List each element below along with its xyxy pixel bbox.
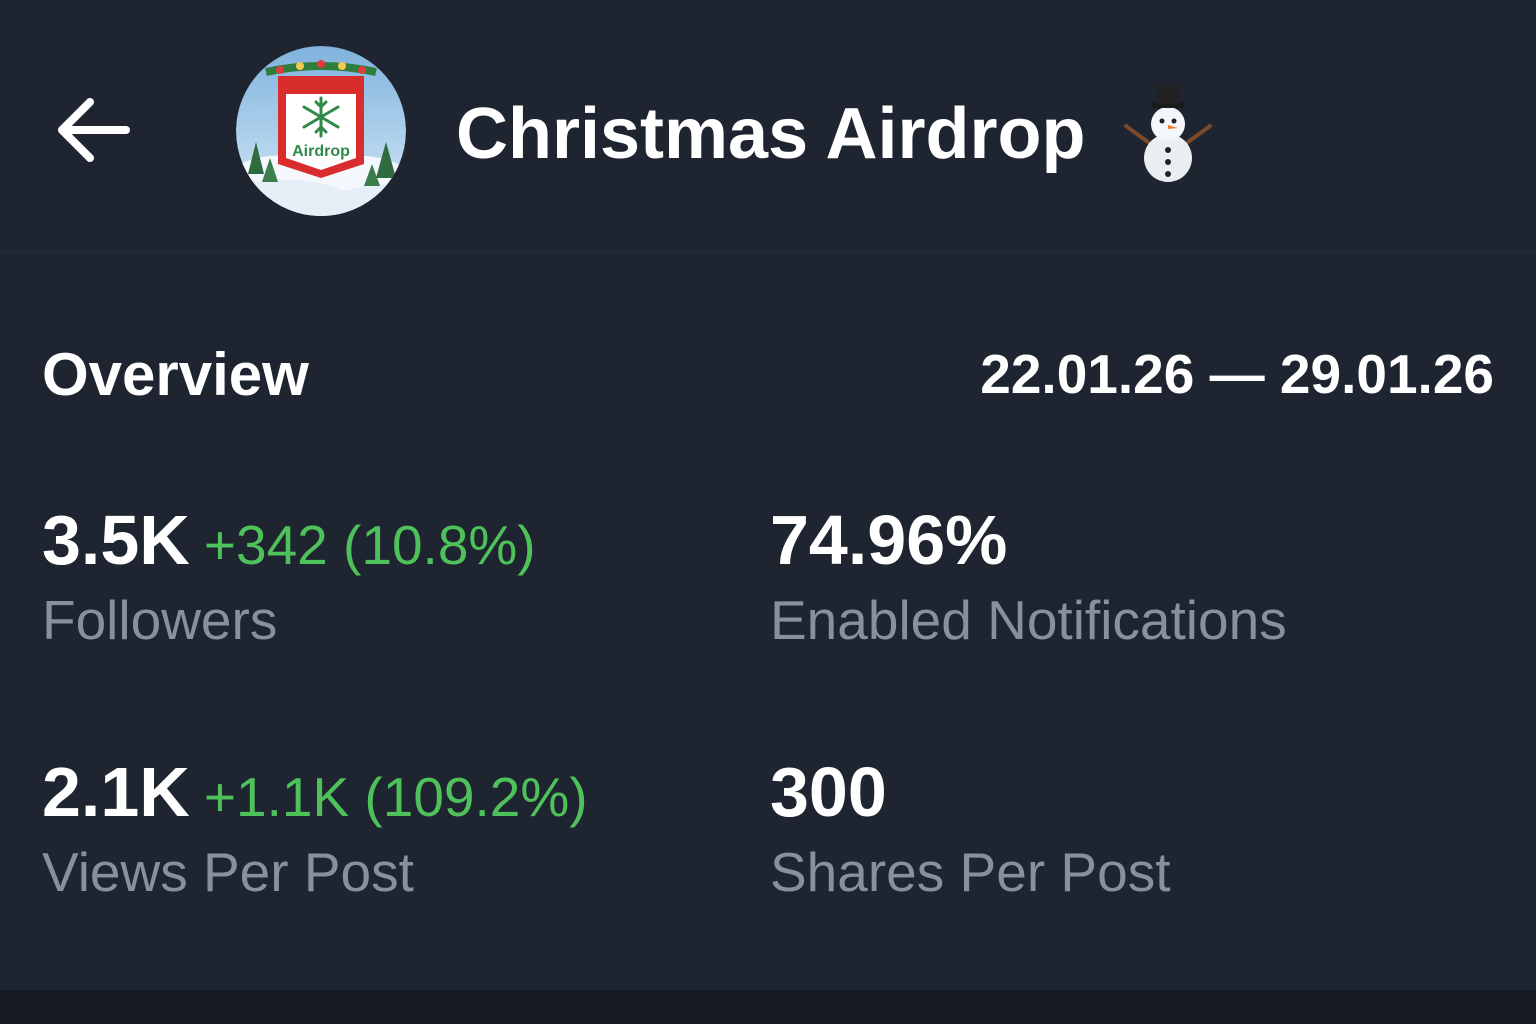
bottom-bar bbox=[0, 990, 1536, 1024]
stat-label: Views Per Post bbox=[42, 841, 414, 903]
stat-label: Enabled Notifications bbox=[770, 589, 1287, 651]
stat-label: Followers bbox=[42, 589, 278, 651]
stat-label: Shares Per Post bbox=[770, 841, 1171, 903]
stat-shares-per-post: 300 Shares Per Post bbox=[770, 752, 1170, 904]
stat-enabled-notifications: 74.96% Enabled Notifications bbox=[770, 500, 1287, 652]
stat-value: 3.5K bbox=[42, 501, 190, 579]
channel-title: Christmas Airdrop bbox=[456, 94, 1086, 174]
avatar-label: Airdrop bbox=[292, 143, 350, 160]
arrow-left-icon bbox=[58, 98, 130, 162]
stat-change: +342 (10.8%) bbox=[203, 514, 536, 576]
date-range[interactable]: 22.01.26 — 29.01.26 bbox=[980, 343, 1494, 405]
snowman-icon bbox=[1124, 86, 1212, 182]
stat-value: 300 bbox=[770, 753, 887, 831]
back-button[interactable] bbox=[40, 80, 144, 180]
snowflake-icon bbox=[302, 96, 340, 138]
avatar-image: Airdrop bbox=[236, 46, 406, 216]
stat-value: 2.1K bbox=[42, 753, 190, 831]
stat-value: 74.96% bbox=[770, 501, 1008, 579]
stat-views-per-post: 2.1K +1.1K (109.2%) Views Per Post bbox=[42, 752, 588, 904]
stat-change: +1.1K (109.2%) bbox=[203, 766, 588, 828]
overview-panel bbox=[0, 253, 1536, 990]
overview-title: Overview bbox=[42, 341, 309, 408]
stat-followers: 3.5K +342 (10.8%) Followers bbox=[42, 500, 536, 652]
header: Airdrop Christmas Airdrop bbox=[0, 0, 1536, 253]
channel-avatar[interactable]: Airdrop bbox=[236, 46, 406, 216]
